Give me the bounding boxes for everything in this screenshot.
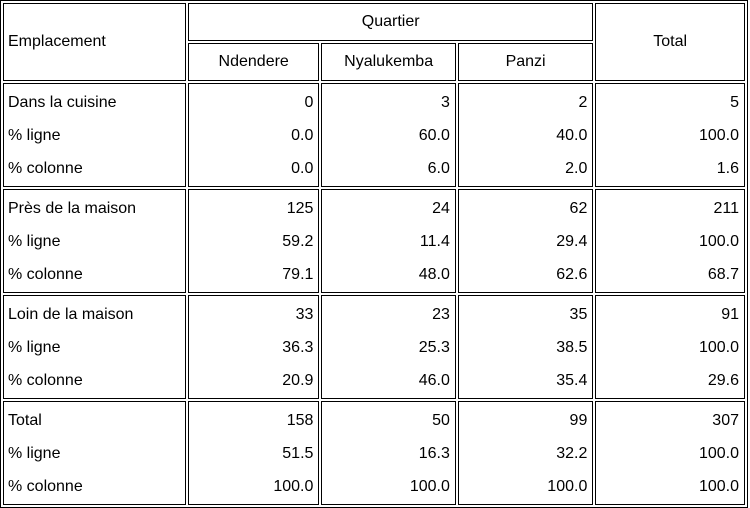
row-sublabel-ligne: % ligne [8, 339, 61, 356]
data-cell-total: 5 100.0 1.6 [595, 83, 745, 187]
header-row-group: Emplacement Quartier Total [3, 3, 745, 81]
data-cell-panzi: 35 38.5 35.4 [457, 295, 594, 399]
data-cell-ndendere: 158 51.5 100.0 [187, 401, 320, 505]
cell-pct-colonne: 1.6 [716, 160, 739, 177]
cell-count: 24 [432, 200, 450, 217]
cell-count: 307 [712, 412, 739, 429]
cell-pct-colonne: 46.0 [418, 372, 450, 389]
table-row-pres-de-la-maison: Près de la maison % ligne % colonne 125 … [3, 189, 745, 293]
cell-count: 0 [304, 94, 314, 111]
col-header-nyalukemba: Nyalukemba [321, 43, 456, 81]
cell-pct-ligne: 32.2 [556, 445, 588, 462]
cell-pct-ligne: 38.5 [556, 339, 588, 356]
data-cell-total: 211 100.0 68.7 [595, 189, 745, 293]
cell-pct-colonne: 62.6 [556, 266, 588, 283]
cell-pct-colonne: 35.4 [556, 372, 588, 389]
row-sublabel-colonne: % colonne [8, 478, 83, 495]
cell-pct-colonne: 20.9 [282, 372, 314, 389]
data-cell-total: 307 100.0 100.0 [595, 401, 745, 505]
row-label-cell: Loin de la maison % ligne % colonne [3, 295, 186, 399]
cell-count: 33 [295, 306, 314, 323]
table-row-total: Total % ligne % colonne 158 51.5 100.0 5… [3, 401, 745, 505]
cell-count: 50 [432, 412, 450, 429]
cell-pct-ligne: 29.4 [556, 233, 588, 250]
cell-count: 99 [569, 412, 588, 429]
header-total: Total [595, 3, 745, 81]
cell-pct-ligne: 59.2 [282, 233, 314, 250]
cell-pct-colonne: 100.0 [409, 478, 450, 495]
row-sublabel-colonne: % colonne [8, 266, 83, 283]
data-cell-panzi: 62 29.4 62.6 [457, 189, 594, 293]
cell-pct-ligne: 100.0 [698, 339, 739, 356]
cell-pct-ligne: 36.3 [282, 339, 314, 356]
row-label: Loin de la maison [8, 306, 134, 323]
cell-count: 5 [730, 94, 739, 111]
row-sublabel-ligne: % ligne [8, 233, 61, 250]
cell-pct-colonne: 29.6 [707, 372, 739, 389]
cell-pct-colonne: 100.0 [698, 478, 739, 495]
data-cell-panzi: 2 40.0 2.0 [457, 83, 594, 187]
cell-pct-ligne: 60.0 [418, 127, 450, 144]
header-row-columns: Ndendere Nyalukemba Panzi [3, 43, 745, 81]
cell-pct-ligne: 100.0 [698, 445, 739, 462]
row-label: Dans la cuisine [8, 94, 117, 111]
cell-count: 62 [569, 200, 588, 217]
cell-pct-colonne: 6.0 [427, 160, 450, 177]
data-cell-nyalukemba: 3 60.0 6.0 [321, 83, 456, 187]
cell-pct-ligne: 16.3 [418, 445, 450, 462]
row-label-cell: Total % ligne % colonne [3, 401, 186, 505]
data-cell-ndendere: 0 0.0 0.0 [187, 83, 320, 187]
row-sublabel-ligne: % ligne [8, 445, 61, 462]
data-cell-nyalukemba: 23 25.3 46.0 [321, 295, 456, 399]
row-label-cell: Dans la cuisine % ligne % colonne [3, 83, 186, 187]
cell-count: 3 [440, 94, 450, 111]
data-cell-nyalukemba: 50 16.3 100.0 [321, 401, 456, 505]
cell-pct-ligne: 25.3 [418, 339, 450, 356]
cell-pct-colonne: 79.1 [282, 266, 314, 283]
header-emplacement: Emplacement [3, 3, 186, 81]
cell-pct-colonne: 68.7 [707, 266, 739, 283]
cell-count: 35 [569, 306, 588, 323]
data-cell-panzi: 99 32.2 100.0 [457, 401, 594, 505]
cell-count: 158 [286, 412, 314, 429]
data-cell-ndendere: 33 36.3 20.9 [187, 295, 320, 399]
cell-count: 91 [721, 306, 739, 323]
cell-pct-colonne: 0.0 [291, 160, 314, 177]
cell-count: 2 [578, 94, 588, 111]
cell-count: 23 [432, 306, 450, 323]
data-cell-nyalukemba: 24 11.4 48.0 [321, 189, 456, 293]
cell-pct-colonne: 100.0 [547, 478, 588, 495]
cell-count: 211 [713, 200, 739, 217]
table-row-loin-de-la-maison: Loin de la maison % ligne % colonne 33 3… [3, 295, 745, 399]
cell-pct-ligne: 11.4 [419, 233, 450, 250]
data-cell-ndendere: 125 59.2 79.1 [187, 189, 320, 293]
row-sublabel-colonne: % colonne [8, 160, 83, 177]
row-sublabel-ligne: % ligne [8, 127, 61, 144]
cell-pct-ligne: 51.5 [282, 445, 314, 462]
row-sublabel-colonne: % colonne [8, 372, 83, 389]
col-header-ndendere: Ndendere [187, 43, 320, 81]
row-label: Total [8, 412, 42, 429]
data-cell-total: 91 100.0 29.6 [595, 295, 745, 399]
row-label: Près de la maison [8, 200, 137, 217]
cell-pct-ligne: 100.0 [698, 127, 739, 144]
cell-pct-colonne: 100.0 [273, 478, 314, 495]
cell-pct-ligne: 40.0 [556, 127, 588, 144]
cell-pct-ligne: 0.0 [291, 127, 314, 144]
table-row-dans-la-cuisine: Dans la cuisine % ligne % colonne 0 0.0 … [3, 83, 745, 187]
row-label-cell: Près de la maison % ligne % colonne [3, 189, 186, 293]
cell-pct-colonne: 2.0 [565, 160, 588, 177]
cell-count: 125 [286, 200, 314, 217]
col-header-panzi: Panzi [457, 43, 594, 81]
cell-pct-colonne: 48.0 [418, 266, 450, 283]
cell-pct-ligne: 100.0 [698, 233, 739, 250]
header-quartier: Quartier [187, 3, 594, 41]
